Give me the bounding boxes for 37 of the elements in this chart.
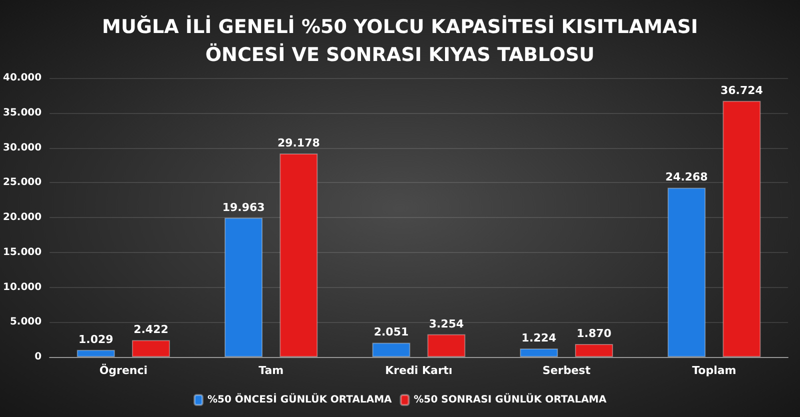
bar (520, 348, 558, 357)
data-label: 1.224 (522, 331, 557, 344)
bar (427, 334, 466, 357)
bar (76, 350, 115, 357)
x-tick-label: Ögrenci (99, 363, 148, 377)
data-label: 1.029 (78, 332, 114, 346)
data-label: 1.870 (576, 326, 612, 340)
data-label: 24.268 (665, 170, 708, 184)
x-tick-label: Serbest (542, 364, 590, 377)
legend-label: %50 SONRASI GÜNLÜK ORTALAMA (414, 392, 607, 406)
chart-title: MUĞLA İLİ GENELİ %50 YOLCU KAPASİTESİ KISITLAMASI ÖNCESİ VE SONRASI KIYAS TABLOSU (102, 15, 698, 66)
x-tick-label: Tam (258, 364, 284, 377)
bar (722, 100, 761, 357)
y-tick-label: 20.000 (2, 212, 42, 223)
y-tick-label: 40.000 (2, 72, 42, 84)
bar (668, 188, 706, 357)
y-tick-label: 10.000 (2, 282, 42, 293)
x-tick-label: Toplam (692, 364, 736, 377)
y-tick-label: 25.000 (2, 177, 42, 188)
y-tick-label: 15.000 (2, 246, 42, 258)
data-label: 19.963 (222, 200, 265, 214)
y-tick-label: 35.000 (2, 107, 42, 118)
bar (280, 153, 318, 357)
y-tick-label: 30.000 (2, 142, 42, 154)
y-tick-label: 5.000 (10, 316, 42, 328)
data-label: 2.422 (134, 323, 168, 336)
data-label: 29.178 (277, 136, 320, 150)
data-label: 3.254 (428, 317, 464, 330)
bar (372, 342, 410, 357)
data-label: 2.051 (374, 326, 409, 339)
bar (132, 340, 170, 357)
bar (224, 218, 263, 357)
legend-label: %50 ÖNCESİ GÜNLÜK ORTALAMA (208, 392, 392, 406)
y-tick-label: 0 (34, 352, 42, 362)
x-tick-label: Kredi Kartı (385, 364, 452, 377)
data-label: 36.724 (720, 84, 764, 97)
bar (575, 344, 614, 357)
